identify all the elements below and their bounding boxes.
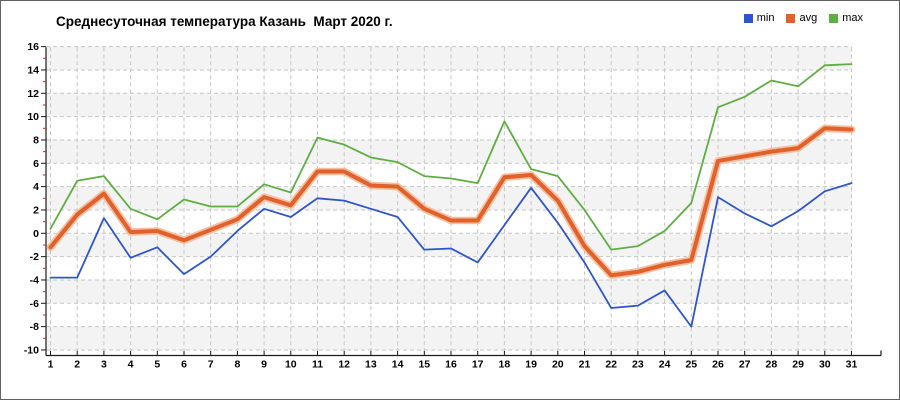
plot-band [46,93,852,117]
x-tick-label: 23 [632,359,644,371]
legend-item-max: max [829,12,863,24]
y-tick-label: 12 [27,88,39,100]
x-tick-label: 3 [101,359,107,371]
y-tick-label: -10 [24,344,39,356]
plot-band [46,139,852,164]
x-tick-label: 10 [285,359,297,371]
legend-label-min: min [756,12,775,24]
x-tick-label: 2 [74,359,80,371]
x-tick-label: 13 [365,359,377,371]
x-tick-label: 5 [154,359,160,371]
series-avg-line [48,126,854,278]
x-tick-label: 30 [819,359,831,371]
x-tick-label: 6 [181,359,187,371]
x-tick-label: 25 [685,359,697,371]
x-tick-label: 14 [392,359,404,371]
chart-title: Среднесуточная температура Казань Март 2… [56,14,393,29]
x-tick-label: 8 [234,359,240,371]
y-tick-label: -4 [30,274,39,286]
x-tick-label: 19 [525,359,537,371]
plot-band [46,279,852,304]
legend-label-max: max [842,12,863,24]
series-min-line [49,182,853,328]
x-tick-label: 16 [445,359,457,371]
legend-item-avg: avg [786,12,817,24]
y-tick-label: 4 [33,181,39,193]
y-tick-label: -2 [30,251,39,263]
x-tick-label: 4 [128,359,134,371]
x-tick-label: 29 [792,359,804,371]
y-tick-label: -6 [30,298,39,310]
x-tick-label: 18 [499,359,511,371]
x-tick-label: 12 [338,359,350,371]
y-tick-label: 6 [33,158,39,170]
y-tick-label: -8 [30,321,39,333]
legend: min avg max [743,12,863,24]
y-tick-label: 14 [27,64,39,76]
y-tick-label: 0 [33,228,39,240]
x-tick-label: 28 [766,359,778,371]
series-max-line [49,63,853,251]
plot-band [46,186,852,210]
x-tick-label: 7 [208,359,214,371]
x-tick-label: 24 [659,359,671,371]
legend-swatch-min [743,13,753,23]
y-tick-label: 8 [33,134,39,146]
legend-item-min: min [743,12,775,24]
x-tick-label: 9 [261,359,267,371]
x-tick-label: 15 [418,359,430,371]
y-tick-label: 2 [33,204,39,216]
y-tick-label: 10 [27,111,39,123]
x-tick-label: 1 [48,359,54,371]
legend-swatch-max [829,13,839,23]
x-tick-label: 26 [712,359,724,371]
x-tick-label: 20 [552,359,564,371]
y-tick-label: 16 [27,41,39,53]
x-tick-label: 22 [605,359,617,371]
plot-band [46,46,852,70]
x-tick-label: 21 [579,359,591,371]
x-tick-label: 27 [739,359,751,371]
x-tick-label: 31 [846,359,858,371]
plot-band [46,326,852,350]
x-tick-label: 11 [312,359,323,371]
legend-swatch-avg [786,13,796,23]
x-tick-label: 17 [472,359,484,371]
legend-label-avg: avg [799,12,818,24]
